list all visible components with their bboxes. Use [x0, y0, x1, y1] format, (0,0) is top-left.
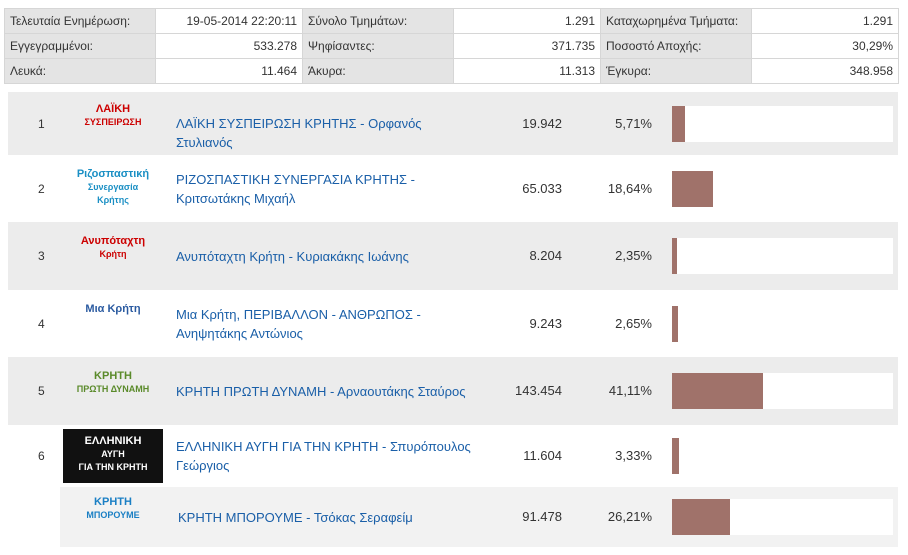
party-row: 1 ΛΑΪΚΗ ΣΥΣΠΕΙΡΩΣΗ ΛΑΪΚΗ ΣΥΣΠΕΙΡΩΣΗ ΚΡΗΤΗΣ …: [8, 92, 898, 155]
summary-label: Ψηφίσαντες:: [302, 33, 454, 59]
summary-value: 1.291: [453, 8, 601, 34]
party-name[interactable]: ΚΡΗΤΗ ΜΠΟΡΟΥΜΕ - Τσόκας Σεραφείμ: [178, 509, 413, 525]
bar: [672, 238, 678, 274]
summary-value: 11.313: [453, 58, 601, 84]
percent: 2,65%: [615, 315, 652, 331]
party-logo: ΛΑΪΚΗ ΣΥΣΠΕΙΡΩΣΗ: [63, 97, 163, 151]
bar-track: [672, 438, 893, 474]
logo-text: Συνεργασία: [87, 181, 139, 192]
bar-track: [672, 499, 893, 535]
summary-label: Λευκά:: [4, 58, 156, 84]
party-logo: ΕΛΛΗΝΙΚΗ ΑΥΓΗ ΓΙΑ ΤΗΝ ΚΡΗΤΗ: [63, 429, 163, 483]
party-name[interactable]: ΕΛΛΗΝΙΚΗ ΑΥΓΗ ΓΙΑ ΤΗΝ ΚΡΗΤΗ - Σπυρόπουλο…: [176, 439, 471, 473]
logo-text: Κρήτης: [97, 194, 129, 205]
party-name[interactable]: Μια Κρήτη, ΠΕΡΙΒΑΛΛΟΝ - ΑΝΘΡΩΠΟΣ - Ανηψη…: [176, 306, 421, 341]
logo-text: ΚΡΗΤΗ: [94, 370, 132, 382]
logo-text: ΚΡΗΤΗ: [94, 496, 132, 508]
logo-text: ΕΛΛΗΝΙΚΗ: [84, 435, 142, 447]
party-name[interactable]: ΡΙΖΟΣΠΑΣΤΙΚΗ ΣΥΝΕΡΓΑΣΙΑ ΚΡΗΤΗΣ - Κριτσωτ…: [176, 171, 416, 206]
party-name[interactable]: ΛΑΪΚΗ ΣΥΣΠΕΙΡΩΣΗ ΚΡΗΤΗΣ - Ορφανός Στυλια…: [176, 116, 422, 150]
logo-text: Ανυπόταχτη: [80, 235, 146, 247]
summary-label: Καταχωρημένα Τμήματα:: [600, 8, 752, 34]
party-row: ΚΡΗΤΗ ΜΠΟΡΟΥΜΕ ΚΡΗΤΗ ΜΠΟΡΟΥΜΕ - Τσόκας Σερ…: [60, 487, 898, 547]
rank: 5: [38, 384, 45, 398]
logo-text: Κρήτη: [99, 249, 127, 259]
summary-value: 19-05-2014 22:20:11: [155, 8, 303, 34]
logo-text: ΣΥΣΠΕΙΡΩΣΗ: [84, 116, 142, 127]
party-logo: ΚΡΗΤΗ ΠΡΩΤΗ ΔΥΝΑΜΗ: [63, 364, 163, 418]
bar-track: [672, 105, 893, 142]
summary-label: Άκυρα:: [302, 58, 454, 84]
rank: 6: [38, 449, 45, 463]
summary-value: 533.278: [155, 33, 303, 59]
summary-value: 11.464: [155, 58, 303, 84]
votes: 8.204: [529, 248, 562, 263]
party-logo: Ριζοσπαστική Συνεργασία Κρήτης: [63, 162, 163, 216]
bar: [672, 438, 680, 474]
party-row: 4 Μια Κρήτη Μια Κρήτη, ΠΕΡΙΒΑΛΛΟΝ - ΑΝΘΡΩΠ…: [8, 290, 898, 357]
logo-text: ΜΠΟΡΟΥΜΕ: [86, 510, 140, 520]
rank: 3: [38, 249, 45, 263]
party-logo: Μια Κρήτη: [63, 297, 163, 351]
summary-label: Σύνολο Τμημάτων:: [302, 8, 454, 34]
summary-label: Τελευταία Ενημέρωση:: [4, 8, 156, 34]
bar-track: [672, 305, 893, 342]
summary-value: 30,29%: [751, 33, 899, 59]
party-name[interactable]: Ανυπόταχτη Κρήτη - Κυριακάκης Ιωάνης: [176, 248, 409, 264]
summary-label: Εγγεγραμμένοι:: [4, 33, 156, 59]
votes: 91.478: [522, 509, 562, 524]
votes: 11.604: [523, 448, 562, 463]
bar: [672, 373, 763, 409]
party-logo: ΚΡΗΤΗ ΜΠΟΡΟΥΜΕ: [63, 490, 163, 544]
logo-text: ΛΑΪΚΗ: [95, 102, 131, 115]
rank: 4: [38, 316, 45, 331]
summary-row: Λευκά: 11.464 Άκυρα: 11.313 Έγκυρα: 348.958: [4, 58, 899, 84]
summary-value: 348.958: [751, 58, 899, 84]
bar: [672, 105, 685, 142]
party-row: 6 ΕΛΛΗΝΙΚΗ ΑΥΓΗ ΓΙΑ ΤΗΝ ΚΡΗΤΗ ΕΛΛΗΝΙΚΗ ΑΥΓΗ …: [8, 425, 898, 487]
summary-value: 371.735: [453, 33, 601, 59]
bar-track: [672, 238, 893, 274]
votes: 19.942: [522, 115, 562, 131]
logo-text: Ριζοσπαστική: [76, 167, 150, 180]
party-logo: Ανυπόταχτη Κρήτη: [63, 229, 163, 283]
rank: 1: [38, 116, 45, 131]
party-row: 3 Ανυπόταχτη Κρήτη Ανυπόταχτη Κρήτη - Κυρια…: [8, 222, 898, 290]
logo-text: Μια Κρήτη: [85, 302, 141, 315]
summary-row: Εγγεγραμμένοι: 533.278 Ψηφίσαντες: 371.735 Π…: [4, 33, 899, 59]
bar: [672, 499, 730, 535]
summary-label: Ποσοστό Αποχής:: [600, 33, 752, 59]
party-row: 2 Ριζοσπαστική Συνεργασία Κρήτης ΡΙΖΟΣΠΑΣΤΙΚ…: [8, 155, 898, 222]
summary-table: Τελευταία Ενημέρωση: 19-05-2014 22:20:11 Σ…: [4, 8, 899, 84]
rank: 2: [38, 181, 45, 196]
logo-text: ΓΙΑ ΤΗΝ ΚΡΗΤΗ: [78, 462, 148, 472]
summary-label: Έγκυρα:: [600, 58, 752, 84]
votes: 65.033: [522, 180, 562, 196]
votes: 9.243: [529, 315, 562, 331]
bar-track: [672, 170, 893, 207]
bar-track: [672, 373, 893, 409]
percent: 26,21%: [607, 509, 652, 524]
percent: 18,64%: [607, 180, 652, 196]
percent: 5,71%: [615, 115, 652, 131]
bar: [672, 305, 678, 342]
percent: 41,11%: [608, 383, 652, 398]
votes: 143.454: [515, 383, 562, 398]
percent: 3,33%: [615, 448, 652, 463]
summary-value: 1.291: [751, 8, 899, 34]
logo-text: ΑΥΓΗ: [101, 449, 125, 459]
summary-row: Τελευταία Ενημέρωση: 19-05-2014 22:20:11 Σ…: [4, 8, 899, 34]
percent: 2,35%: [615, 248, 652, 263]
party-name[interactable]: ΚΡΗΤΗ ΠΡΩΤΗ ΔΥΝΑΜΗ - Αρναουτάκης Σταύρος: [176, 383, 466, 399]
bar: [672, 170, 714, 207]
party-row: 5 ΚΡΗΤΗ ΠΡΩΤΗ ΔΥΝΑΜΗ ΚΡΗΤΗ ΠΡΩΤΗ ΔΥΝΑΜΗ - Α…: [8, 357, 898, 425]
logo-text: ΠΡΩΤΗ ΔΥΝΑΜΗ: [76, 384, 150, 394]
